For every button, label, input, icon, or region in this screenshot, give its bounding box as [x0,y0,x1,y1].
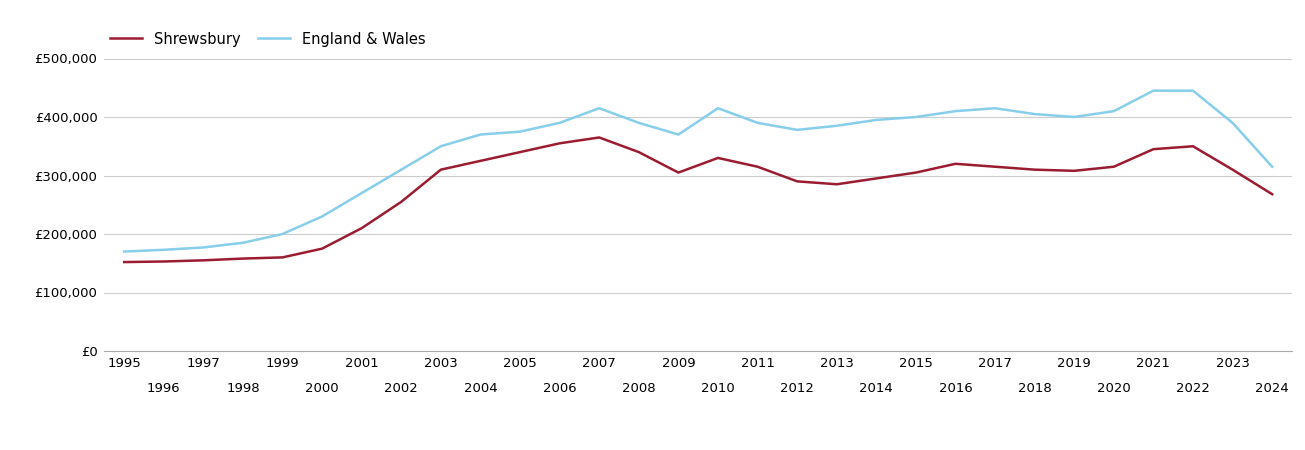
Text: 2004: 2004 [463,382,497,395]
Text: 2024: 2024 [1255,382,1289,395]
Text: 2008: 2008 [622,382,655,395]
Text: 2022: 2022 [1176,382,1210,395]
Text: 2014: 2014 [860,382,893,395]
Text: 2000: 2000 [305,382,339,395]
Text: 2006: 2006 [543,382,577,395]
Text: 2010: 2010 [701,382,735,395]
Text: 1996: 1996 [147,382,180,395]
Text: 2012: 2012 [780,382,814,395]
Text: 2016: 2016 [938,382,972,395]
Text: 1998: 1998 [226,382,260,395]
Text: 2002: 2002 [385,382,418,395]
Text: 2018: 2018 [1018,382,1052,395]
Legend: Shrewsbury, England & Wales: Shrewsbury, England & Wales [104,26,432,53]
Text: 2020: 2020 [1098,382,1130,395]
